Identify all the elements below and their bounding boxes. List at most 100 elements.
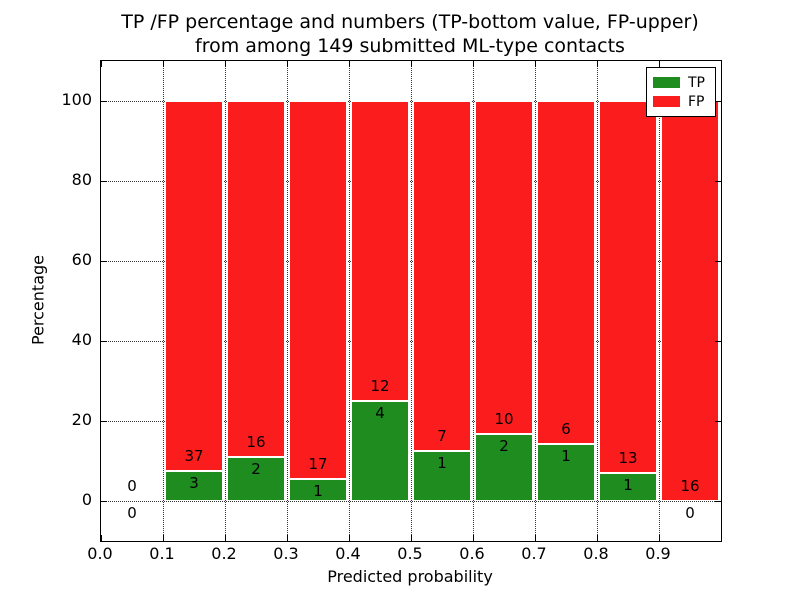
y-tick-mark [101, 340, 107, 342]
x-tick-label: 0.9 [645, 544, 671, 563]
x-tick-label: 0.3 [273, 544, 299, 563]
fp-bar-segment [537, 101, 595, 444]
x-tick-label: 0.5 [397, 544, 423, 563]
fp-count-annotation: 17 [308, 454, 328, 473]
tp-count-annotation: 1 [313, 481, 323, 500]
y-tick-label: 20 [71, 410, 92, 429]
y-tick-mark [101, 180, 107, 182]
x-tick-label: 0.4 [335, 544, 361, 563]
tp-count-annotation: 1 [561, 446, 571, 465]
fp-bar-segment [165, 101, 223, 471]
y-tick-label: 0 [81, 490, 92, 509]
x-tick-label: 0.6 [459, 544, 485, 563]
fp-count-annotation: 37 [184, 447, 204, 465]
x-gridline [349, 61, 350, 541]
x-axis-label: Predicted probability [327, 567, 493, 586]
tp-bar-segment [599, 472, 657, 501]
fp-bar-segment [289, 101, 347, 479]
x-tick-label: 0.2 [211, 544, 237, 563]
x-tick-mark [348, 535, 350, 541]
tp-bar-segment [227, 456, 285, 501]
tp-count-annotation: 2 [499, 437, 509, 456]
x-tick-mark [534, 61, 536, 67]
fp-bar-segment [661, 101, 719, 501]
legend: TP FP [646, 67, 716, 117]
chart-title-line1: TP /FP percentage and numbers (TP-bottom… [121, 11, 699, 33]
fp-count-annotation: 13 [618, 448, 638, 467]
x-gridline [287, 61, 288, 541]
x-tick-mark [224, 535, 226, 541]
fp-bar-segment [413, 101, 471, 451]
y-tick-mark [101, 260, 107, 262]
x-tick-mark [410, 535, 412, 541]
tp-bar-segment [537, 443, 595, 501]
plot-area: TP FP 0 0 37 3 16 2 17 1 12 4 7 1 10 2 6 1 13 1 16 0 [100, 60, 722, 542]
fp-count-annotation: 0 [127, 477, 137, 495]
y-tick-label: 100 [61, 90, 92, 109]
fp-bar-segment [351, 101, 409, 401]
tp-bar-segment [165, 471, 223, 501]
x-tick-label: 0.7 [521, 544, 547, 563]
x-gridline [411, 61, 412, 541]
x-gridline [535, 61, 536, 541]
fp-legend-label: FP [688, 93, 705, 110]
y-tick-mark [101, 420, 107, 422]
chart-title-line2: from among 149 submitted ML-type contact… [195, 35, 625, 57]
fp-bar-segment [227, 101, 285, 457]
fp-count-annotation: 6 [561, 419, 571, 438]
fp-bar-segment [599, 101, 657, 473]
fp-count-annotation: 12 [370, 377, 390, 395]
x-tick-mark [658, 535, 660, 541]
tp-bar-segment [289, 478, 347, 501]
fp-count-annotation: 16 [246, 432, 266, 451]
x-tick-mark [100, 535, 102, 541]
x-tick-mark [348, 61, 350, 67]
tp-legend-label: TP [688, 74, 705, 91]
tp-bar-segment [475, 434, 533, 501]
x-tick-mark [658, 61, 660, 67]
y-tick-mark [715, 100, 721, 102]
x-gridline [163, 61, 164, 541]
tp-count-annotation: 3 [189, 474, 199, 492]
tp-count-annotation: 0 [685, 504, 695, 522]
x-tick-mark [596, 535, 598, 541]
fp-count-annotation: 10 [494, 410, 514, 429]
x-tick-mark [162, 535, 164, 541]
x-tick-mark [100, 61, 102, 67]
y-tick-mark [101, 500, 107, 502]
y-tick-mark [715, 180, 721, 182]
x-tick-label: 0.8 [583, 544, 609, 563]
y-tick-mark [715, 340, 721, 342]
x-tick-mark [162, 61, 164, 67]
x-tick-mark [472, 535, 474, 541]
x-tick-mark [720, 61, 722, 67]
x-tick-mark [286, 61, 288, 67]
x-tick-mark [596, 61, 598, 67]
y-tick-label: 40 [71, 330, 92, 349]
x-tick-label: 0.0 [87, 544, 113, 563]
tp-count-annotation: 4 [375, 404, 385, 422]
tp-count-annotation: 1 [437, 454, 447, 472]
x-gridline [597, 61, 598, 541]
y-tick-mark [715, 500, 721, 502]
tp-legend-swatch [653, 77, 680, 88]
y-tick-mark [715, 260, 721, 262]
x-tick-mark [286, 535, 288, 541]
x-tick-mark [472, 61, 474, 67]
legend-item-tp: TP [653, 73, 709, 92]
tp-count-annotation: 0 [127, 504, 137, 522]
fp-bar-segment [475, 101, 533, 435]
x-gridline [659, 61, 660, 541]
y-tick-mark [715, 420, 721, 422]
x-gridline [473, 61, 474, 541]
x-tick-mark [224, 61, 226, 67]
chart-title: TP /FP percentage and numbers (TP-bottom… [110, 10, 710, 58]
y-tick-mark [101, 100, 107, 102]
fp-legend-swatch [653, 96, 680, 107]
x-tick-mark [720, 535, 722, 541]
y-tick-label: 60 [71, 250, 92, 269]
tp-bar-segment [413, 451, 471, 501]
x-tick-mark [410, 61, 412, 67]
legend-item-fp: FP [653, 92, 709, 111]
